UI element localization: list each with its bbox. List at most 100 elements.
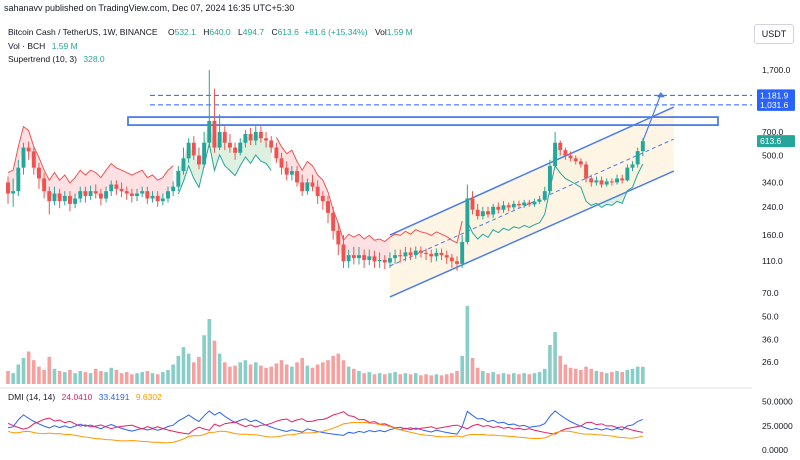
supertrend-value: 328.0 — [83, 54, 105, 64]
volume-bar — [114, 369, 119, 384]
volume-bar — [248, 364, 253, 384]
projection-line — [642, 94, 662, 142]
candle-body — [568, 155, 573, 159]
volume-bar — [584, 366, 588, 384]
volume-bar — [161, 372, 165, 384]
candle-body — [460, 241, 465, 264]
price-tick-label: 70.0 — [762, 288, 779, 298]
candle-body — [124, 191, 129, 194]
supertrend-legend: Supertrend (10, 3) 328.0 — [8, 54, 105, 64]
supertrend-label[interactable]: Supertrend (10, 3) — [8, 54, 77, 64]
close-value: 613.6 — [277, 27, 299, 37]
candle-body — [284, 167, 289, 175]
dmi-title[interactable]: DMI (14, 14) — [8, 392, 56, 402]
volume-bar — [537, 372, 542, 384]
volume-bar — [109, 367, 114, 384]
high-value: 640.0 — [209, 27, 231, 37]
dmi-plus-value: 33.4191 — [98, 392, 130, 402]
candle-body — [37, 167, 41, 179]
candle-body — [620, 178, 625, 181]
high-label: H — [203, 27, 210, 37]
dmi-minus-value: 24.0410 — [61, 392, 93, 402]
volume-bar — [403, 373, 408, 384]
candle-body — [310, 182, 315, 187]
dmi-tick-label: 25.0000 — [762, 421, 793, 431]
volume-bar — [398, 374, 403, 384]
volume-bar — [238, 362, 243, 384]
candle-body — [357, 255, 361, 259]
volume-bar — [460, 355, 464, 384]
volume-bar — [212, 340, 217, 384]
volume-bar — [73, 373, 77, 384]
candle-body — [594, 180, 599, 183]
volume-bar — [455, 371, 459, 384]
candle-body — [62, 195, 67, 202]
volume-bar — [145, 371, 150, 384]
volume-bar — [532, 373, 537, 384]
projection-arrow — [656, 92, 665, 98]
candle-body — [109, 184, 114, 192]
candle-body — [140, 191, 145, 194]
symbol-title[interactable]: Bitcoin Cash / TetherUS, 1W, BINANCE — [8, 27, 158, 37]
candle-body — [393, 255, 398, 259]
volume-bar — [253, 362, 258, 384]
volume-bar — [579, 369, 583, 384]
volume-bar — [599, 372, 604, 384]
candle-body — [26, 147, 31, 152]
published-line: sahanavv published on TradingView.com, D… — [4, 3, 295, 13]
volume-bar — [573, 368, 578, 384]
volume-bar — [16, 364, 21, 384]
volume-bar — [558, 355, 563, 384]
candle-body — [181, 158, 186, 172]
candle-body — [429, 254, 434, 257]
candle-body — [104, 191, 109, 199]
volume-bar — [233, 365, 237, 384]
candle-body — [212, 120, 217, 148]
volume-indicator-label[interactable]: Vol · BCH — [8, 41, 46, 51]
price-tick-label: 700.0 — [762, 127, 784, 137]
volume-bar — [357, 371, 361, 384]
candle-body — [434, 252, 439, 257]
candle-body — [367, 256, 372, 260]
volume-bar — [470, 358, 475, 384]
volume-indicator-value: 1.59 M — [51, 41, 78, 51]
volume-bar — [93, 368, 98, 384]
candle-body — [501, 205, 506, 210]
volume-bar — [620, 372, 624, 384]
volume-bar — [615, 371, 619, 384]
candle-body — [253, 131, 258, 141]
candle-body — [258, 131, 263, 139]
volume-bar — [104, 372, 108, 384]
candle-body — [341, 244, 346, 262]
volume-bar — [166, 369, 170, 384]
vol-label: Vol — [374, 27, 387, 37]
candle-body — [176, 171, 181, 187]
volume-bar — [610, 372, 614, 384]
candle-body — [243, 134, 248, 143]
price-tick-label: 160.0 — [762, 230, 784, 240]
candle-body — [16, 167, 21, 192]
supertrend-up-line — [177, 143, 272, 195]
volume-bar — [130, 374, 134, 384]
volume-bar — [501, 373, 506, 384]
candle-body — [455, 261, 459, 264]
candle-body — [527, 202, 532, 205]
candle-body — [537, 199, 542, 202]
candle-body — [191, 142, 196, 156]
volume-bar — [408, 374, 413, 384]
candle-body — [73, 198, 78, 204]
close-label: C — [271, 27, 278, 37]
volume-bar — [52, 368, 57, 384]
supertrend-down-line — [7, 125, 174, 184]
volume-bar — [382, 374, 387, 384]
price-label-box — [757, 98, 795, 111]
currency-button[interactable]: USDT — [754, 24, 794, 44]
candle-body — [558, 142, 563, 151]
price-tick-label: 240.0 — [762, 202, 784, 212]
volume-bar — [346, 366, 351, 384]
volume-bar — [315, 364, 320, 384]
candle-body — [202, 142, 207, 165]
candle-body — [630, 164, 635, 168]
